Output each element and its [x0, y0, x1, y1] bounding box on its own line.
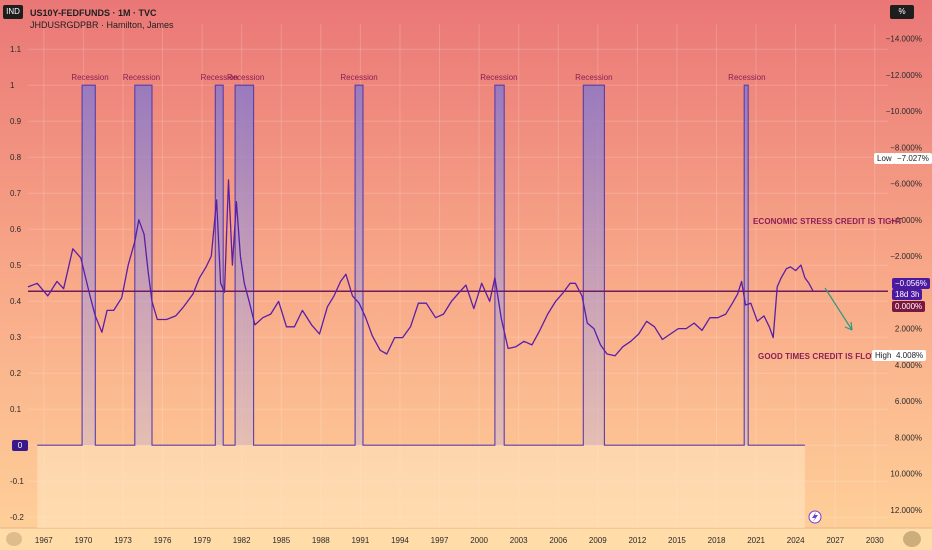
- indicator-title[interactable]: JHDUSRGDPBR · Hamilton, James: [30, 20, 174, 30]
- x-axis-tick-label: 2012: [628, 536, 646, 545]
- right-axis-tick-label: −6.000%: [890, 180, 922, 189]
- recession-label: Recession: [201, 73, 238, 82]
- left-axis-tick-label: 0.2: [10, 369, 22, 378]
- x-axis-tick-label: 1973: [114, 536, 132, 545]
- left-axis-tick-label: 0.8: [10, 153, 22, 162]
- x-axis-tick-label: 2015: [668, 536, 686, 545]
- zero-value-tag: 0.000%: [892, 301, 926, 312]
- x-axis-tick-label: 1967: [35, 536, 53, 545]
- x-axis-tick-label: 2006: [549, 536, 567, 545]
- trend-arrow: [824, 287, 853, 331]
- trend-arrow-head: [844, 321, 853, 331]
- symbol-title[interactable]: US10Y-FEDFUNDS · 1M · TVC: [30, 8, 157, 18]
- high-label-tag: High: [872, 350, 895, 361]
- recession-label: Recession: [227, 73, 264, 82]
- countdown-tag: 18d 3h: [892, 289, 923, 300]
- x-axis-tick-label: 1985: [272, 536, 290, 545]
- right-axis-tick-label: 6.000%: [895, 397, 922, 406]
- right-axis-tick-label: 2.000%: [895, 325, 922, 334]
- right-axis-tick-label: 8.000%: [895, 433, 922, 442]
- x-axis-tick-label: 1994: [391, 536, 409, 545]
- stress-annotation: ECONOMIC STRESS CREDIT IS TIGHT: [753, 217, 903, 226]
- left-axis-tick-label: 0.6: [10, 225, 22, 234]
- left-axis-tick-label: 0.1: [10, 405, 22, 414]
- x-axis-tick-label: 2003: [510, 536, 528, 545]
- time-axis-band: [0, 528, 932, 550]
- low-label-tag: Low: [874, 153, 895, 164]
- x-axis-tick-label: 1970: [75, 536, 93, 545]
- right-axis-tick-label: −8.000%: [890, 143, 922, 152]
- recession-label: Recession: [71, 73, 108, 82]
- x-axis-tick-label: 1997: [431, 536, 449, 545]
- good-times-annotation: GOOD TIMES CREDIT IS FLOWING: [758, 352, 894, 361]
- left-axis-tick-label: 0.4: [10, 297, 22, 306]
- left-corner-handle[interactable]: [6, 532, 22, 546]
- left-axis-tick-label: -0.1: [10, 477, 24, 486]
- left-axis-tick-label: 0.9: [10, 117, 22, 126]
- low-value-tag: −7.027%: [894, 153, 932, 164]
- x-axis-tick-label: 2030: [866, 536, 884, 545]
- x-axis-tick-label: 2027: [826, 536, 844, 545]
- left-axis-tick-label: 1: [10, 81, 15, 90]
- right-axis-tick-label: 4.000%: [895, 361, 922, 370]
- lightning-event-icon[interactable]: [808, 510, 822, 524]
- right-axis-tick-label: −4.000%: [890, 216, 922, 225]
- percent-scale-badge[interactable]: %: [890, 5, 914, 19]
- x-axis-tick-label: 1991: [351, 536, 369, 545]
- indicator-badge[interactable]: IND: [3, 5, 23, 19]
- right-axis-tick-label: 12.000%: [890, 506, 922, 515]
- x-axis-tick-label: 1979: [193, 536, 211, 545]
- legend-box: US10Y-FEDFUNDS · 1M · TVC JHDUSRGDPBR · …: [30, 7, 174, 31]
- right-axis-tick-label: −14.000%: [886, 35, 922, 44]
- indicator-baseline-area: [37, 445, 805, 528]
- x-axis-tick-label: 2000: [470, 536, 488, 545]
- right-axis-tick-label: −10.000%: [886, 107, 922, 116]
- right-axis-tick-label: −2.000%: [890, 252, 922, 261]
- x-axis-tick-label: 1988: [312, 536, 330, 545]
- x-axis-tick-label: 2021: [747, 536, 765, 545]
- left-axis-tick-label: 0.3: [10, 333, 22, 342]
- recession-label: Recession: [123, 73, 160, 82]
- x-axis-tick-label: 2018: [708, 536, 726, 545]
- right-corner-handle[interactable]: [903, 531, 921, 547]
- right-axis-tick-label: −12.000%: [886, 71, 922, 80]
- x-axis-tick-label: 1982: [233, 536, 251, 545]
- recession-label: Recession: [728, 73, 765, 82]
- recession-label: Recession: [575, 73, 612, 82]
- x-axis-tick-label: 2024: [787, 536, 805, 545]
- left-axis-tick-label: 1.1: [10, 45, 22, 54]
- recession-label: Recession: [480, 73, 517, 82]
- recession-indicator-line: [37, 84, 805, 446]
- current-value-tag: −0.056%: [892, 278, 930, 289]
- right-axis-tick-label: 10.000%: [890, 470, 922, 479]
- left-axis-tick-label: 0.5: [10, 261, 22, 270]
- recession-label: Recession: [340, 73, 377, 82]
- x-axis-tick-label: 1976: [154, 536, 172, 545]
- left-axis-tick-label: 0.7: [10, 189, 22, 198]
- left-zero-tag: 0: [12, 440, 28, 451]
- high-value-tag: 4.008%: [893, 350, 927, 361]
- left-axis-tick-label: -0.2: [10, 513, 24, 522]
- x-axis-tick-label: 2009: [589, 536, 607, 545]
- spread-line[interactable]: [27, 179, 814, 357]
